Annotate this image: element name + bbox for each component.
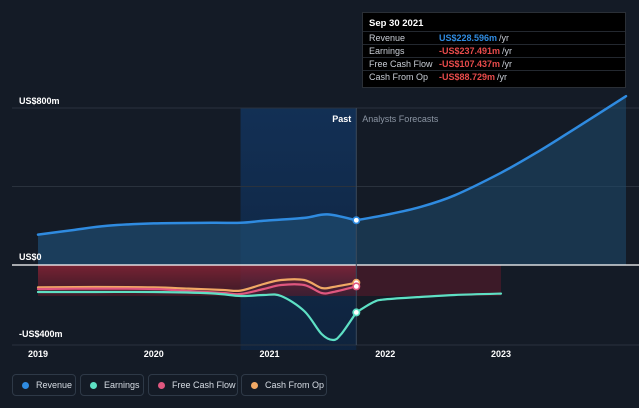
tooltip-value: -US$107.437m	[439, 59, 501, 69]
legend-dot-icon	[158, 381, 165, 389]
y-axis-label-bottom: -US$400m	[19, 329, 63, 339]
tooltip-unit: /yr	[497, 72, 508, 82]
legend-label: Cash From Op	[265, 380, 325, 390]
earnings-forecast-line	[355, 292, 503, 314]
y-axis-label-zero: US$0	[19, 252, 42, 262]
past-label: Past	[332, 114, 351, 124]
revenue-forecast-line	[355, 94, 628, 222]
revenue-area-fill	[38, 214, 357, 265]
tooltip-label: Revenue	[369, 33, 406, 43]
x-axis-tick-label: 2022	[375, 349, 395, 359]
tooltip-value: US$228.596m	[439, 33, 498, 43]
tooltip-row-revenue: Revenue US$228.596m/yr	[363, 31, 625, 45]
tooltip-date: Sep 30 2021	[369, 18, 424, 29]
legend-earnings[interactable]: Earnings	[80, 374, 144, 396]
legend-label: Earnings	[104, 380, 140, 390]
x-axis-tick-label: 2019	[28, 349, 48, 359]
free-cash-flow-marker	[352, 282, 361, 291]
legend-cash-from-op[interactable]: Cash From Op	[241, 374, 327, 396]
tooltip-unit: /yr	[502, 46, 513, 56]
legend-dot-icon	[22, 381, 29, 389]
x-axis-tick-label: 2020	[144, 349, 164, 359]
legend-dot-icon	[251, 381, 258, 389]
revenue-marker	[352, 216, 361, 225]
tooltip-label: Cash From Op	[369, 72, 429, 82]
cash-from-op-line	[36, 278, 358, 293]
tooltip-unit: /yr	[499, 33, 510, 43]
legend-dot-icon	[90, 381, 97, 389]
earnings-line	[36, 290, 358, 342]
tooltip-label: Earnings	[369, 46, 405, 56]
legend-free-cash-flow[interactable]: Free Cash Flow	[148, 374, 238, 396]
forecast-negative-area-fill	[356, 265, 501, 296]
earnings-marker	[352, 308, 361, 317]
tooltip-row-free-cash-flow: Free Cash Flow -US$107.437m/yr	[363, 57, 625, 71]
tooltip-value: -US$237.491m	[439, 46, 501, 56]
forecast-label: Analysts Forecasts	[362, 114, 439, 124]
tooltip-row-earnings: Earnings -US$237.491m/yr	[363, 44, 625, 58]
tooltip-unit: /yr	[502, 59, 513, 69]
y-axis-label-top: US$800m	[19, 96, 60, 106]
legend-label: Revenue	[36, 380, 73, 390]
tooltip-value: -US$88.729m	[439, 72, 496, 82]
x-axis-tick-label: 2023	[491, 349, 511, 359]
free-cash-flow-line	[36, 283, 358, 296]
tooltip: Sep 30 2021 Revenue US$228.596m/yr Earni…	[362, 12, 626, 88]
legend-revenue[interactable]: Revenue	[12, 374, 76, 396]
tooltip-row-cash-from-op: Cash From Op -US$88.729m/yr	[363, 70, 625, 84]
revenue-line	[36, 213, 358, 236]
x-axis-tick-label: 2021	[259, 349, 279, 359]
revenue-area-fill	[356, 96, 626, 265]
tooltip-label: Free Cash Flow	[369, 59, 433, 69]
legend-label: Free Cash Flow	[172, 380, 236, 390]
